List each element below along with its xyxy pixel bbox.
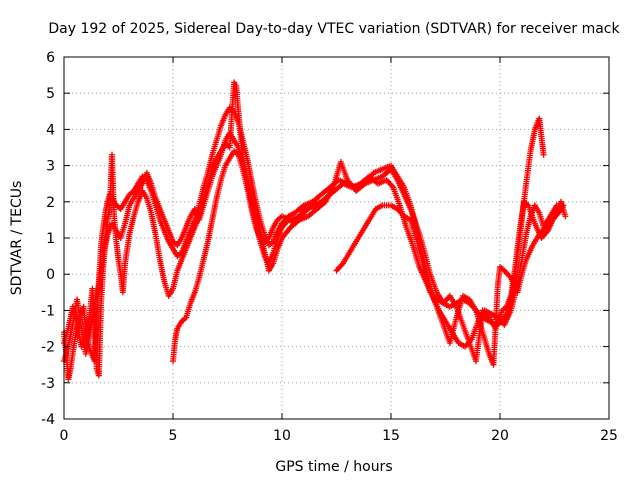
data-point: [562, 213, 569, 220]
axis-ticks: [63, 56, 610, 420]
chart-title: Day 192 of 2025, Sidereal Day-to-day VTE…: [48, 21, 620, 37]
data-point: [540, 151, 547, 158]
y-tick-label: 5: [46, 86, 55, 102]
y-tick-label: 2: [46, 195, 55, 211]
series-track-4: [170, 148, 560, 365]
x-tick-label: 25: [600, 428, 618, 444]
x-tick-label: 15: [382, 428, 400, 444]
x-tick-label: 0: [60, 428, 69, 444]
y-axis-label: SDTVAR / TECUs: [9, 181, 25, 296]
x-tick-label: 5: [169, 428, 178, 444]
data-marks: [61, 79, 569, 383]
x-tick-label: 20: [491, 428, 509, 444]
x-tick-labels: 0 5 10 15 20 25: [60, 428, 618, 444]
y-tick-label: -1: [41, 303, 55, 319]
x-axis-label: GPS time / hours: [275, 459, 392, 475]
y-tick-label: 6: [46, 50, 55, 66]
y-tick-label: -4: [41, 412, 55, 428]
y-tick-label: 3: [46, 159, 55, 175]
y-tick-label: 4: [46, 122, 55, 138]
series-track-2: [61, 79, 567, 379]
y-tick-labels: -4 -3 -2 -1 0 1 2 3 4 5 6: [41, 50, 55, 428]
y-tick-label: 1: [46, 231, 55, 247]
y-tick-label: -2: [41, 340, 55, 356]
y-tick-label: 0: [46, 267, 55, 283]
x-tick-label: 10: [273, 428, 291, 444]
series-track-1: [61, 104, 547, 383]
data-point: [553, 202, 560, 209]
y-tick-label: -3: [41, 376, 55, 392]
